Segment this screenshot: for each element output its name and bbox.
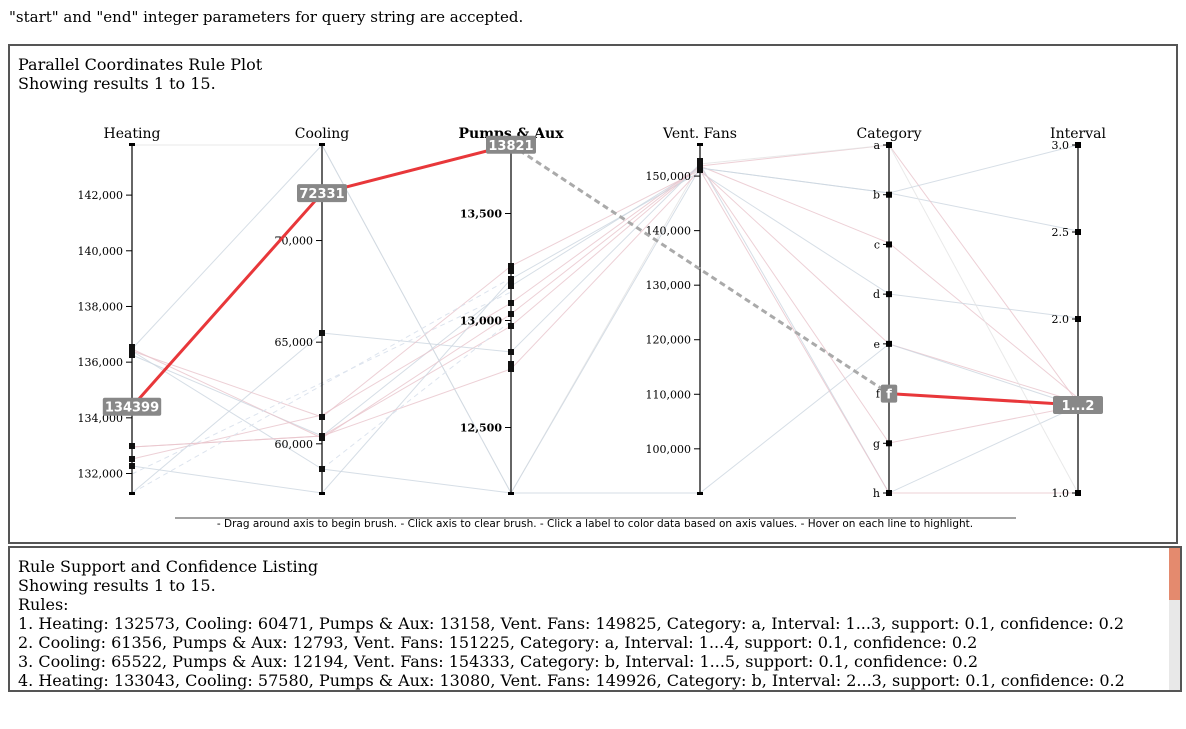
rules-panel: Rule Support and Confidence Listing Show… — [8, 546, 1182, 692]
rules-scrollbar[interactable] — [1169, 548, 1180, 690]
tick-label: g — [873, 437, 880, 450]
tick-label: 2.0 — [1052, 313, 1070, 326]
tick-label: 1.0 — [1052, 487, 1070, 500]
axis-point — [508, 268, 514, 274]
axis-point — [129, 348, 135, 354]
query-note: "start" and "end" integer parameters for… — [9, 8, 524, 26]
tick-label: 132,000 — [78, 468, 124, 481]
tick-label: 100,000 — [646, 443, 692, 456]
value-badge — [1053, 396, 1103, 414]
axis-title-interval[interactable]: Interval — [1050, 126, 1106, 142]
tick-label: 140,000 — [646, 225, 692, 238]
axis-point — [129, 463, 135, 469]
plot-title: Parallel Coordinates Rule Plot — [18, 55, 263, 74]
rule-line — [131, 169, 1078, 494]
tick-label: 13,000 — [460, 314, 502, 327]
axis-point — [508, 361, 514, 367]
chart-instructions: - Drag around axis to begin brush. - Cli… — [217, 518, 973, 530]
axis-point — [508, 366, 514, 372]
tick-label: b — [873, 189, 880, 202]
rules-label: Rules: — [18, 595, 69, 614]
value-badge-label: 13821 — [488, 139, 533, 154]
highlighted-rule-dashed — [510, 143, 890, 395]
rule-line — [131, 144, 1079, 495]
tick-label: 136,000 — [78, 356, 124, 369]
axis-title-category[interactable]: Category — [857, 126, 922, 142]
value-badge — [297, 184, 347, 203]
rules-title: Rule Support and Confidence Listing — [18, 557, 319, 576]
highlighted-rule-line — [888, 392, 1079, 407]
axis-point — [129, 344, 135, 350]
rule-line — [131, 169, 1079, 418]
tick-label: 140,000 — [78, 245, 124, 258]
value-badge-label: f — [886, 388, 892, 403]
axis-point — [319, 435, 325, 441]
tick-label: 12,500 — [460, 422, 502, 435]
tick-label: c — [874, 238, 880, 251]
tick-label: 60,000 — [275, 438, 314, 451]
plot-panel: Parallel Coordinates Rule Plot Showing r… — [8, 44, 1178, 544]
rule-line-dashed — [321, 320, 512, 470]
value-badge — [486, 135, 536, 154]
axis-title-cooling[interactable]: Cooling — [295, 126, 350, 142]
axis-point — [129, 352, 135, 358]
value-badge-label: 1...2 — [1062, 399, 1095, 414]
rule-line — [132, 144, 1079, 495]
axis-point — [508, 276, 514, 282]
axis-point — [508, 263, 514, 269]
rule-item: 4. Heating: 133043, Cooling: 57580, Pump… — [18, 671, 1125, 690]
axis-point — [508, 311, 514, 317]
axis-point — [697, 167, 703, 173]
tick-label: e — [873, 338, 880, 351]
rules-scroll-thumb[interactable] — [1169, 548, 1180, 600]
axis-point — [508, 283, 514, 289]
value-badge — [880, 384, 898, 403]
axis-title-heating[interactable]: Heating — [104, 126, 161, 142]
tick-label: 13,500 — [460, 207, 502, 220]
axis-point — [129, 456, 135, 462]
rule-line — [131, 163, 1079, 494]
tick-label: 142,000 — [78, 189, 124, 202]
rule-line — [131, 165, 1079, 444]
axis-point — [508, 349, 514, 355]
value-badge — [102, 397, 162, 416]
rule-item: 2. Cooling: 61356, Pumps & Aux: 12793, V… — [18, 633, 978, 652]
tick-label: a — [873, 139, 880, 152]
parallel-coordinates-chart[interactable]: Heating142,000140,000138,000136,000134,0… — [10, 46, 1176, 542]
value-badge-label: 72331 — [299, 187, 344, 202]
tick-label: 130,000 — [646, 279, 692, 292]
value-badge-label: 134399 — [105, 401, 159, 416]
rule-item: 3. Cooling: 65522, Pumps & Aux: 12194, V… — [18, 652, 978, 671]
tick-label: 150,000 — [646, 170, 692, 183]
axis-title-pumps-aux[interactable]: Pumps & Aux — [459, 126, 565, 142]
tick-label: d — [873, 288, 880, 301]
tick-label: 2.5 — [1052, 226, 1070, 239]
tick-label: 3.0 — [1052, 139, 1070, 152]
rules-subtitle: Showing results 1 to 15. — [18, 576, 216, 595]
tick-label: 65,000 — [275, 336, 314, 349]
axis-point — [319, 330, 325, 336]
rule-line — [131, 171, 1079, 494]
axis-point — [319, 414, 325, 420]
axis-point — [508, 323, 514, 329]
axis-point — [129, 443, 135, 449]
plot-subtitle: Showing results 1 to 15. — [18, 74, 216, 93]
rule-item: 1. Heating: 132573, Cooling: 60471, Pump… — [18, 614, 1125, 633]
axis-point — [319, 466, 325, 472]
tick-label: f — [876, 388, 881, 401]
rule-line — [131, 343, 1079, 494]
tick-label: 138,000 — [78, 300, 124, 313]
tick-label: 120,000 — [646, 334, 692, 347]
rule-line — [131, 144, 1079, 460]
tick-label: h — [873, 487, 880, 500]
axis-point — [508, 300, 514, 306]
tick-label: 110,000 — [646, 388, 692, 401]
axis-title-vent-fans[interactable]: Vent. Fans — [662, 126, 737, 142]
